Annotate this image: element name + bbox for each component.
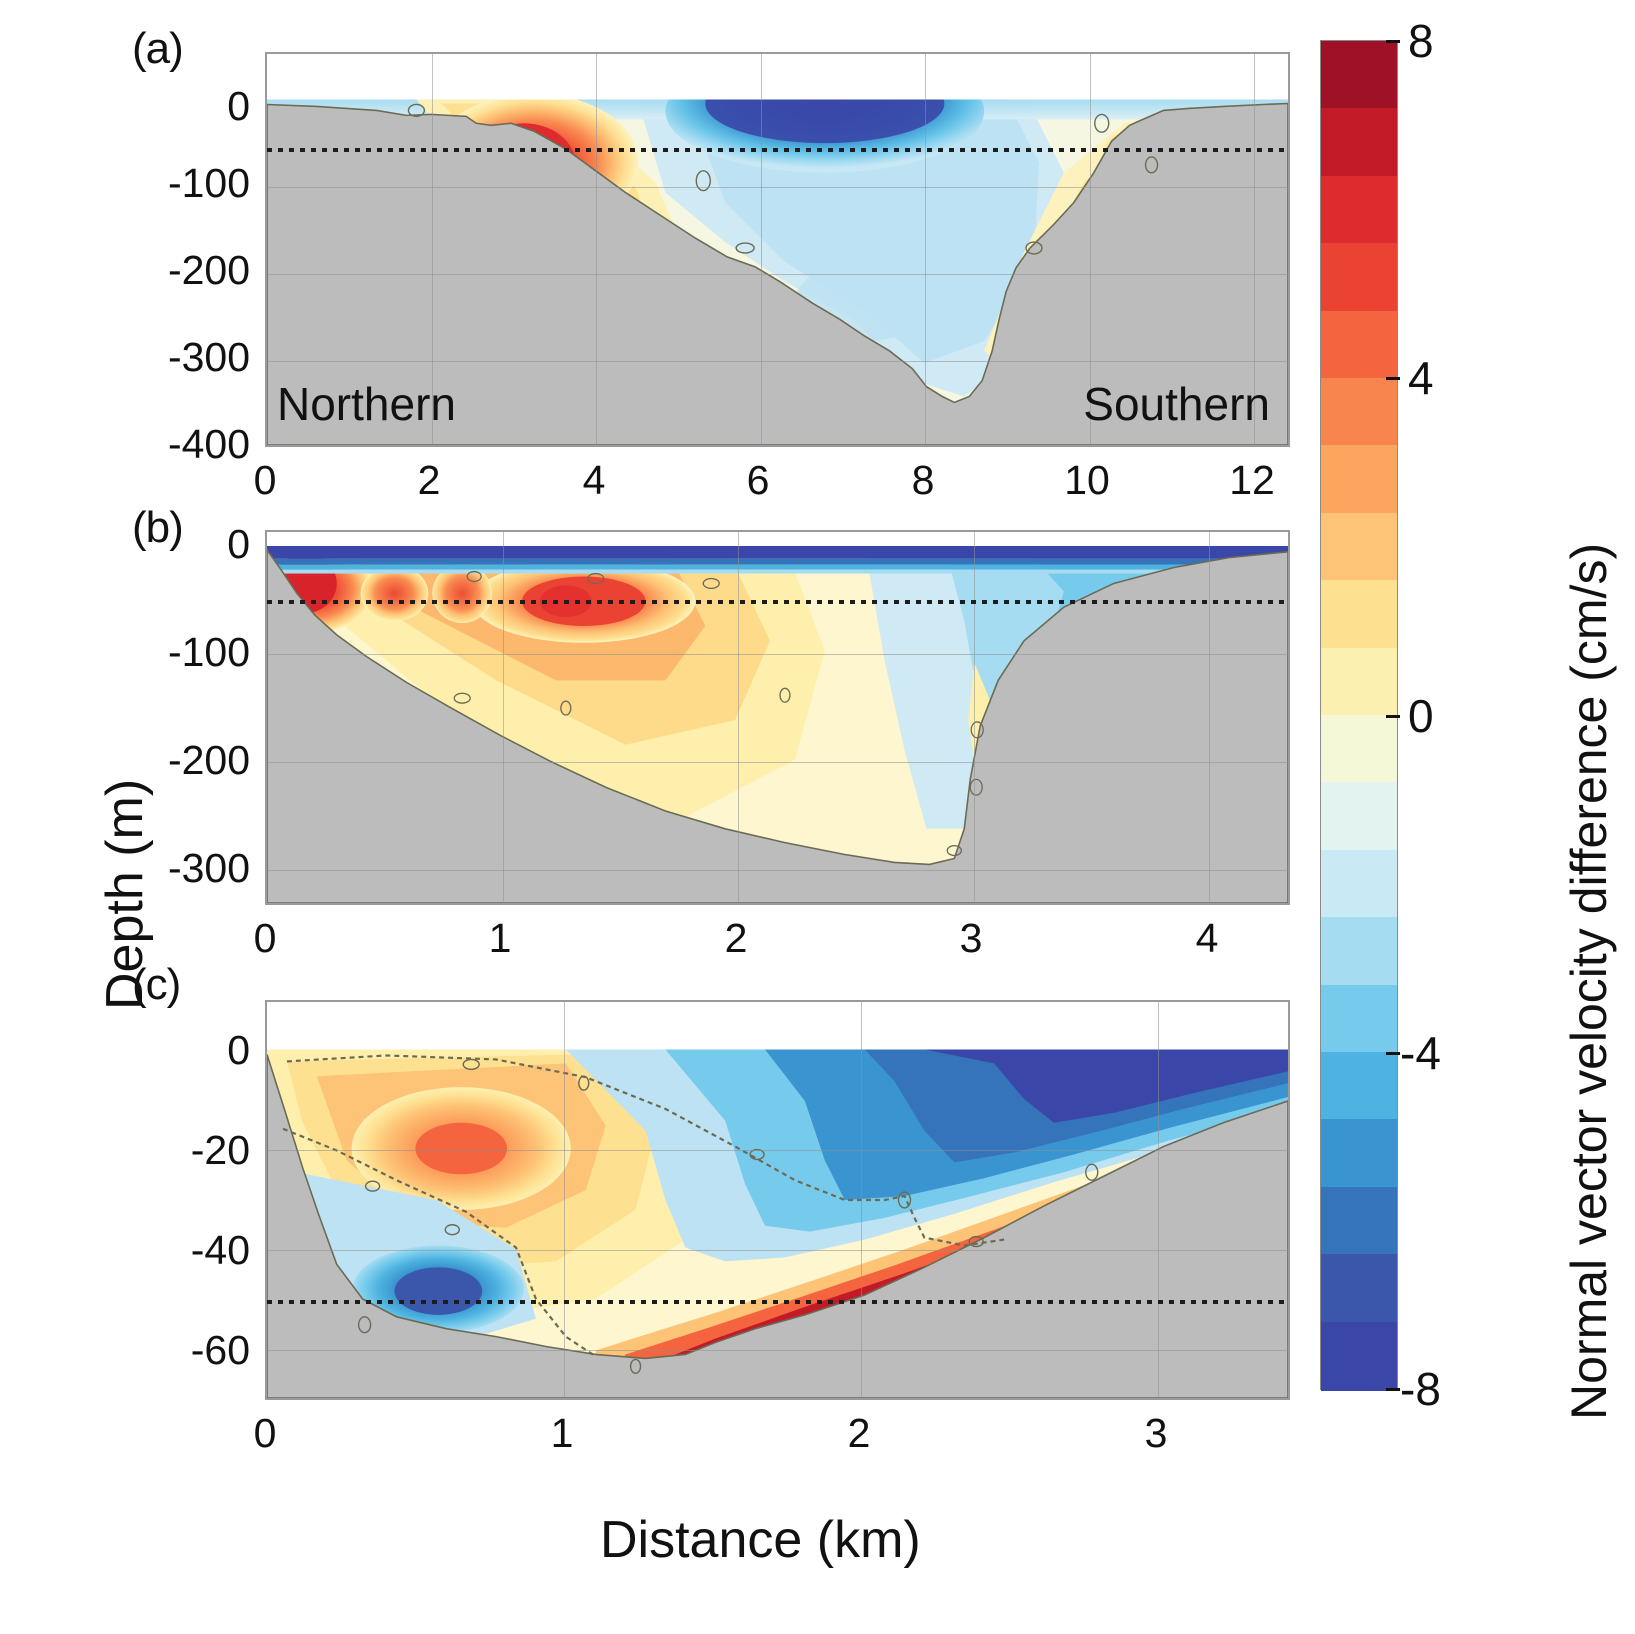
panel-a-ytick-2: -200 xyxy=(167,247,250,293)
colorbar-label-neg8: -8 xyxy=(1400,1363,1441,1415)
panel-a-ytick-3: -300 xyxy=(167,334,250,380)
panel-a-xtick-2: 4 xyxy=(582,457,606,503)
panel-c-ytick-2: -40 xyxy=(190,1227,250,1273)
colorbar-band xyxy=(1321,243,1397,313)
colorbar-band xyxy=(1321,175,1397,245)
panel-b-gridline-h xyxy=(267,762,1288,763)
panel-c-xtick-2: 2 xyxy=(847,1410,871,1456)
colorbar-band xyxy=(1321,647,1397,717)
panel-c-tag: (c) xyxy=(132,960,181,1009)
panel-a-ytick-4: -400 xyxy=(167,421,250,467)
colorbar-title: Normal vector velocity difference (cm/s) xyxy=(1561,542,1617,1420)
colorbar-tick-neg8 xyxy=(1386,1388,1400,1391)
colorbar-tick-8 xyxy=(1386,40,1400,43)
panel-c-reference-line xyxy=(267,1300,1288,1304)
colorbar-band xyxy=(1321,310,1397,380)
panel-a-gridline-v xyxy=(1254,54,1255,445)
colorbar-band xyxy=(1321,1119,1397,1189)
panel-a-gridline-h xyxy=(267,274,1288,275)
panel-c-xtick-0: 0 xyxy=(253,1410,277,1456)
colorbar-band xyxy=(1321,1321,1397,1391)
colorbar-label-4: 4 xyxy=(1408,352,1434,404)
panel-b-xtick-2: 2 xyxy=(724,915,748,961)
panel-a-xtick-6: 12 xyxy=(1229,457,1275,503)
colorbar-band xyxy=(1321,378,1397,448)
panel-a-reference-line xyxy=(267,148,1288,152)
colorbar-tick-0 xyxy=(1386,715,1400,718)
panel-c-ytick-0: 0 xyxy=(227,1027,250,1073)
panel-b-ytick-0: 0 xyxy=(227,521,250,567)
panel-c-gridline-v xyxy=(1158,1002,1159,1398)
panel-c-xtick-3: 3 xyxy=(1144,1410,1168,1456)
panel-a-tag: (a) xyxy=(132,24,184,73)
panel-a-annotation-northern: Northern xyxy=(277,378,456,430)
colorbar-band xyxy=(1321,715,1397,785)
panel-b-ytick-1: -100 xyxy=(167,629,250,675)
panel-b-gridline-h xyxy=(267,654,1288,655)
panel-a-ytick-1: -100 xyxy=(167,160,250,206)
panel-c-ytick-3: -60 xyxy=(190,1327,250,1373)
panel-a-gridline-v xyxy=(925,54,926,445)
colorbar-band xyxy=(1321,512,1397,582)
panel-a-xtick-3: 6 xyxy=(746,457,770,503)
y-axis-title: Depth (m) xyxy=(96,778,154,1010)
panel-c-ytick-1: -20 xyxy=(190,1127,250,1173)
panel-c-xtick-1: 1 xyxy=(550,1410,574,1456)
colorbar-label-neg4: -4 xyxy=(1400,1027,1441,1079)
panel-c-gridline-h xyxy=(267,1150,1288,1151)
panel-c-gridline-h xyxy=(267,1350,1288,1351)
colorbar-label-0: 0 xyxy=(1408,690,1434,742)
panel-a-xtick-5: 10 xyxy=(1064,457,1110,503)
panel-a-gridline-h xyxy=(267,187,1288,188)
panel-b-contours xyxy=(267,545,1288,903)
panel-b-gridline-v xyxy=(973,532,975,903)
panel-b-tag: (b) xyxy=(132,503,184,552)
x-axis-title: Distance (km) xyxy=(600,1511,921,1569)
panel-a-gridline-v xyxy=(431,54,433,445)
colorbar-band xyxy=(1321,41,1397,111)
panel-c-gridline-v xyxy=(564,1002,565,1398)
colorbar-band xyxy=(1321,1186,1397,1256)
colorbar-band xyxy=(1321,445,1397,515)
colorbar-band xyxy=(1321,108,1397,178)
panel-a-gridline-v xyxy=(760,54,762,445)
colorbar-band xyxy=(1321,580,1397,650)
panel-a-gridline-v xyxy=(1089,54,1091,445)
colorbar-tick-4 xyxy=(1386,377,1400,380)
panel-c-gridline-h xyxy=(267,1250,1288,1251)
panel-b-reference-line xyxy=(267,600,1288,604)
panel-a-plot[interactable]: Northern Southern xyxy=(265,52,1290,447)
colorbar-band xyxy=(1321,917,1397,987)
panel-b-gridline-v xyxy=(1209,532,1210,903)
panel-b-gridline-h xyxy=(267,870,1288,871)
colorbar-band xyxy=(1321,849,1397,919)
panel-b-gridline-v xyxy=(502,532,504,903)
colorbar-band xyxy=(1321,1254,1397,1324)
panel-a-xtick-0: 0 xyxy=(253,457,277,503)
panel-c-gridline-v xyxy=(861,1002,862,1398)
panel-a-annotation-southern: Southern xyxy=(1083,378,1270,430)
panel-b-gridline-v xyxy=(738,532,739,903)
panel-b-xtick-3: 3 xyxy=(959,915,983,961)
panel-b-xtick-1: 1 xyxy=(488,915,512,961)
panel-a-ytick-0: 0 xyxy=(227,83,250,129)
panel-b-xtick-4: 4 xyxy=(1195,915,1219,961)
colorbar-tick-neg4 xyxy=(1386,1052,1400,1055)
panel-a-gridline-v xyxy=(596,54,597,445)
panel-a-xtick-4: 8 xyxy=(911,457,935,503)
panel-b-xtick-0: 0 xyxy=(253,915,277,961)
panel-b-ytick-3: -300 xyxy=(167,845,250,891)
colorbar[interactable] xyxy=(1320,40,1398,1391)
panel-c-contours xyxy=(267,1049,1288,1398)
colorbar-band xyxy=(1321,782,1397,852)
panel-a-xtick-1: 2 xyxy=(417,457,441,503)
colorbar-band xyxy=(1321,1052,1397,1122)
panel-b-ytick-2: -200 xyxy=(167,737,250,783)
panel-a-gridline-h xyxy=(267,361,1288,362)
panel-c-plot[interactable] xyxy=(265,1000,1290,1400)
colorbar-band xyxy=(1321,984,1397,1054)
colorbar-label-8: 8 xyxy=(1408,15,1434,67)
panel-b-plot[interactable] xyxy=(265,530,1290,905)
